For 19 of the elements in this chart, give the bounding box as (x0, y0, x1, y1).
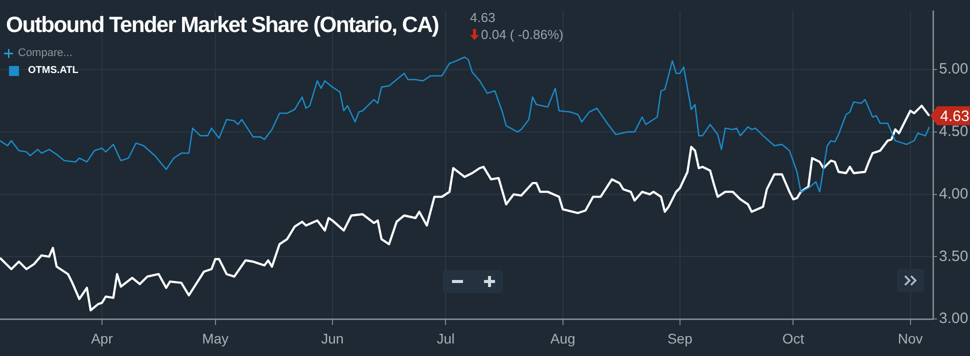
x-tick-label: Oct (782, 330, 804, 346)
legend-label: OTMS.ATL (28, 65, 78, 76)
x-tick-label: Apr (91, 330, 114, 346)
chart-title: Outbound Tender Market Share (Ontario, CA) (6, 12, 438, 38)
x-tick-label: Jun (321, 330, 344, 346)
y-tick-label: 3.00 (939, 310, 968, 328)
x-tick-label: Aug (550, 330, 576, 346)
x-tick-label: Jul (436, 330, 455, 346)
y-tick-label: 4.50 (939, 123, 968, 140)
annotation: Compare... (18, 47, 72, 59)
y-tick-label: 5.00 (939, 60, 968, 78)
x-tick-label: Sep (667, 330, 693, 346)
y-tick-label: 4.00 (939, 185, 968, 202)
x-tick-label: Nov (898, 330, 923, 346)
annotation: 4.63 (940, 108, 970, 125)
annotation: 0.04 ( -0.86%) (481, 26, 564, 43)
y-tick-label: 3.50 (939, 248, 968, 265)
annotation: 4.63 (470, 9, 496, 26)
x-tick-label: May (202, 330, 229, 346)
